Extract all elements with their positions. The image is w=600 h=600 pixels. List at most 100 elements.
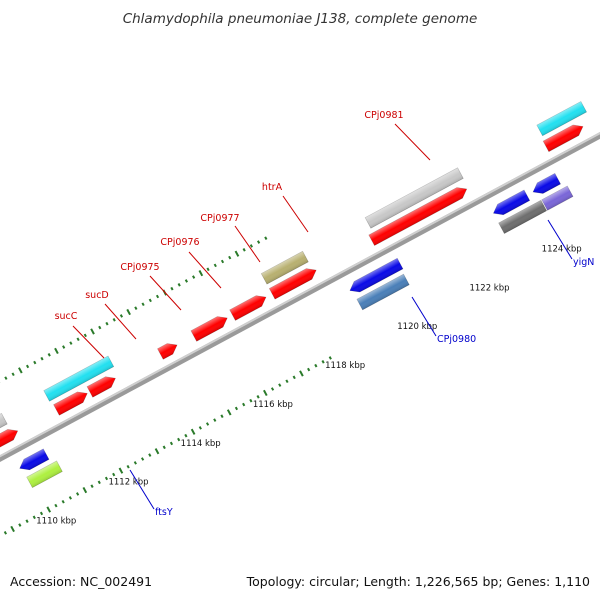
gene-label-leader — [104, 303, 137, 340]
gene-purple-shading — [541, 185, 574, 211]
minor-tick — [234, 406, 239, 411]
minor-tick — [134, 306, 138, 310]
gene-labels: sucC sucD CPj0975 CPj0976 CPj0977 htrA CPj0981… — [55, 110, 595, 518]
minor-tick — [242, 402, 246, 407]
minor-tick — [104, 476, 109, 481]
major-tick — [198, 270, 204, 277]
cds-red-shading — [229, 295, 267, 321]
gene-features — [0, 101, 587, 489]
accession-text: Accession: NC_002491 — [10, 574, 152, 589]
minor-tick — [68, 496, 72, 500]
minor-tick — [213, 263, 217, 268]
major-tick — [154, 448, 160, 455]
gene-label-leader — [547, 219, 573, 260]
minor-tick — [198, 426, 202, 430]
cds-red — [53, 391, 88, 416]
minor-tick — [98, 325, 102, 330]
cds-red — [0, 429, 19, 448]
minor-tick — [184, 433, 188, 438]
minor-tick — [278, 383, 282, 387]
major-tick — [18, 367, 23, 374]
minor-tick — [328, 356, 332, 360]
position-label: 1116 kbp — [253, 400, 293, 410]
cds-red-shading — [190, 316, 228, 342]
position-labels: 1110 kbp 1112 kbp 1114 kbp 1116 kbp 1118 kbp… — [36, 245, 581, 527]
gene-label-leader — [234, 225, 261, 263]
minor-tick — [97, 480, 101, 485]
position-label: 1122 kbp — [469, 283, 509, 293]
backbone-line — [0, 95, 600, 499]
minor-tick — [83, 333, 87, 338]
minor-tick — [242, 248, 246, 252]
cds-red-shading — [269, 268, 317, 300]
cds-red — [542, 124, 584, 153]
minor-tick — [25, 364, 30, 369]
major-tick — [299, 370, 304, 377]
minor-tick — [112, 318, 116, 322]
minor-tick — [39, 511, 44, 516]
cds-red — [86, 376, 116, 398]
minor-tick — [133, 461, 137, 465]
genome-backbone — [0, 95, 600, 499]
gene-cyan — [43, 355, 115, 402]
gene-steel-shading — [356, 274, 410, 310]
minor-tick — [33, 360, 37, 365]
gene-label-yigN: yigN — [573, 257, 594, 268]
minor-tick — [177, 437, 181, 442]
minor-tick — [321, 360, 325, 364]
minor-tick — [184, 279, 188, 283]
minor-tick — [307, 367, 311, 372]
minor-tick — [270, 387, 275, 391]
gene-label-leader — [411, 296, 437, 337]
gene-steel — [356, 273, 410, 311]
genome-track — [0, 95, 600, 535]
minor-tick — [105, 321, 109, 326]
minor-tick — [40, 356, 44, 361]
gene-lime-shading — [26, 460, 63, 488]
cds-red-shading — [368, 187, 467, 246]
gene-blue-shading — [533, 173, 561, 194]
cds-red — [190, 316, 228, 342]
major-tick — [234, 250, 240, 257]
minor-tick — [213, 418, 217, 422]
gene-blue-shading — [19, 448, 49, 470]
minor-tick — [148, 453, 152, 457]
gene-blue — [492, 189, 531, 216]
major-tick — [263, 389, 268, 397]
gene-blue-shading — [349, 258, 403, 293]
minor-tick — [220, 259, 225, 264]
minor-tick — [69, 341, 73, 345]
minor-tick — [119, 314, 124, 318]
position-label: 1118 kbp — [325, 361, 365, 371]
gene-label-htrA: htrA — [262, 182, 283, 193]
gene-label-CPj0976: CPj0976 — [160, 237, 199, 248]
gene-blue — [532, 172, 561, 194]
minor-tick — [140, 457, 145, 461]
map-title: Chlamydophila pneumoniae J138, complete … — [123, 11, 478, 27]
major-tick — [90, 328, 95, 335]
gene-label-CPj0977: CPj0977 — [200, 213, 239, 224]
minor-tick — [285, 379, 289, 384]
minor-tick — [32, 515, 36, 520]
gene-label-leader — [129, 469, 155, 510]
gene-label-leader — [282, 195, 309, 233]
gene-label-sucC: sucC — [55, 311, 78, 322]
gene-blue-shading — [493, 189, 530, 215]
minor-tick — [249, 244, 253, 248]
minor-tick — [141, 302, 145, 307]
cds-red-shading — [87, 376, 116, 398]
cds-red — [368, 187, 468, 246]
topology-summary-text: Topology: circular; Length: 1,226,565 bp… — [246, 574, 590, 589]
major-tick — [46, 506, 52, 513]
minor-tick — [205, 422, 210, 426]
gene-gray — [364, 167, 464, 229]
minor-tick — [76, 337, 80, 342]
gene-gray — [0, 413, 8, 437]
major-tick — [126, 308, 131, 316]
minor-tick — [177, 283, 181, 287]
major-tick — [118, 467, 124, 474]
minor-tick — [54, 503, 58, 508]
cds-red-shading — [0, 429, 18, 448]
minor-tick — [249, 398, 253, 403]
